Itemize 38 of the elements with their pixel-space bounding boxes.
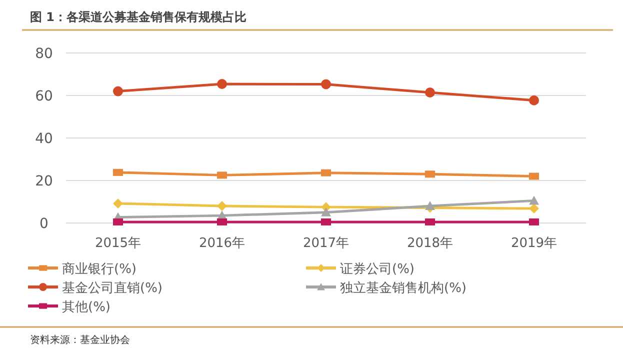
point (321, 218, 331, 226)
legend-label: 基金公司直销(%) (62, 281, 162, 296)
y-tick-label: 80 (35, 46, 53, 62)
point (425, 88, 435, 98)
point (113, 86, 123, 96)
x-tick-label: 2017年 (302, 236, 350, 251)
point (425, 218, 435, 226)
legend-label: 证券公司(%) (340, 262, 414, 277)
chart-title: 图 1：各渠道公募基金销售保有规模占比 (30, 10, 247, 24)
legend-label: 商业银行(%) (62, 262, 136, 277)
point (321, 169, 331, 176)
legend-label: 其他(%) (62, 300, 110, 315)
y-tick-label: 60 (35, 88, 53, 104)
y-tick-label: 40 (35, 131, 53, 147)
point (529, 196, 539, 205)
point (113, 168, 123, 176)
x-tick-label: 2015年 (94, 236, 142, 251)
point (529, 204, 539, 214)
point (321, 79, 331, 90)
point (217, 201, 227, 211)
x-tick-label: 2019年 (510, 236, 558, 251)
point (113, 218, 123, 226)
x-tick-label: 2018年 (406, 236, 454, 251)
point (217, 218, 227, 226)
point (425, 201, 435, 210)
y-tick-label: 0 (40, 216, 48, 232)
point (113, 198, 123, 208)
point (529, 218, 539, 226)
x-tick-label: 2016年 (198, 236, 246, 251)
point (217, 79, 227, 90)
point (529, 95, 539, 106)
point (529, 172, 539, 180)
text: 资料来源：基金业协会 (30, 334, 130, 346)
y-tick-label: 20 (35, 174, 53, 190)
point (321, 207, 331, 216)
legend-label: 独立基金销售机构(%) (340, 280, 466, 296)
point (425, 170, 435, 178)
point (217, 172, 227, 179)
